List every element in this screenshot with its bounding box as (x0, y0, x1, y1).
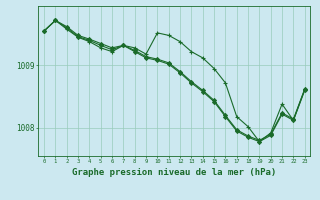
X-axis label: Graphe pression niveau de la mer (hPa): Graphe pression niveau de la mer (hPa) (72, 168, 276, 177)
